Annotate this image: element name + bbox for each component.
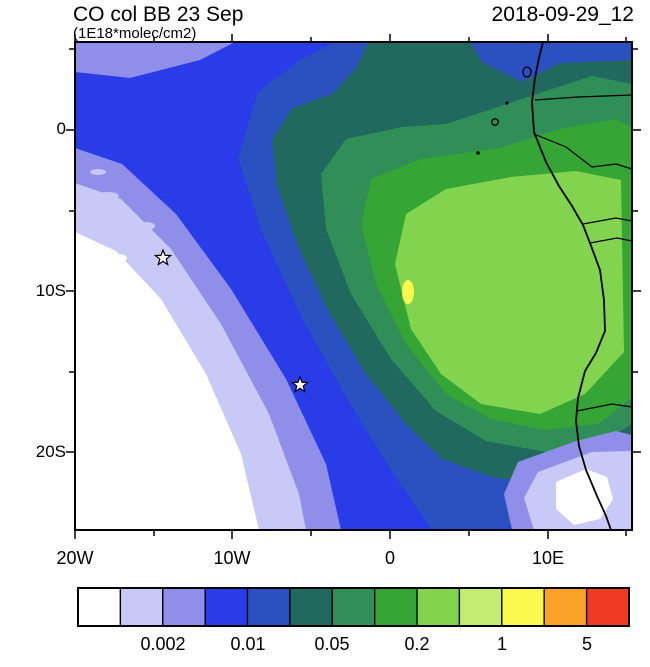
contour-speckle-lavender [137,222,155,230]
plot-title: CO col BB 23 Sep [73,3,244,26]
coastline [531,42,612,530]
colorbar-cell [585,587,630,627]
colorbar-cell [77,587,122,627]
colorbar-cell [331,587,376,627]
contour-region-periwinkle-topleft [75,42,235,78]
colorbar-tick-label: 0.05 [314,634,350,654]
x-tick-label: 0 [384,548,395,568]
x-tick-label: 10E [531,548,565,568]
colorbar-cell [501,587,545,627]
contour-region-yellow-max [402,280,414,304]
y-tick-label: 20S [35,442,66,461]
colorbar-cell [162,587,206,627]
country-border [533,133,632,170]
contour-speckle-white [109,254,127,262]
country-border [534,94,632,101]
island-outline [522,66,532,78]
plot-units-label: (1E18*molec/cm2) [73,25,197,42]
map-frame [74,41,633,531]
axis-ticks [66,34,641,539]
colorbar-cell [416,587,461,627]
colorbar-cell [458,587,503,627]
colorbar-cell [119,587,164,627]
country-border [576,403,632,412]
contour-speckle-lavender [97,192,119,200]
colorbar-tick-label: 0.2 [404,634,430,654]
island-dot [505,101,509,105]
x-tick-label: 20W [56,548,94,568]
colorbar-cell [374,587,418,627]
colorbar-frame [77,587,630,627]
y-tick-label: 10S [35,281,66,300]
contour-field [75,42,632,530]
colorbar-cell [204,587,249,627]
country-border [589,237,632,244]
x-tick-label: 10W [213,548,251,568]
star-marker [153,248,173,266]
colorbar [77,587,630,627]
colorbar-tick-label: 0.002 [140,634,186,654]
contour-speckle-lavender [90,169,106,175]
y-tick-label: 0 [56,119,66,138]
colorbar-tick-label: 1 [496,634,507,654]
star-marker [290,375,310,393]
colorbar-tick-label: 5 [581,634,592,654]
island-dot [476,151,480,155]
country-border [582,217,632,225]
contour-region-lightgreen [395,171,624,414]
plot-timestamp: 2018-09-29_12 [491,3,634,26]
contour-region-white-se [556,469,613,525]
island-outline [491,118,499,126]
colorbar-tick-label: 0.01 [230,634,266,654]
colorbar-cell [246,587,291,627]
colorbar-cell [289,587,333,627]
colorbar-cell [543,587,588,627]
contour-region-white-sw [75,232,259,530]
